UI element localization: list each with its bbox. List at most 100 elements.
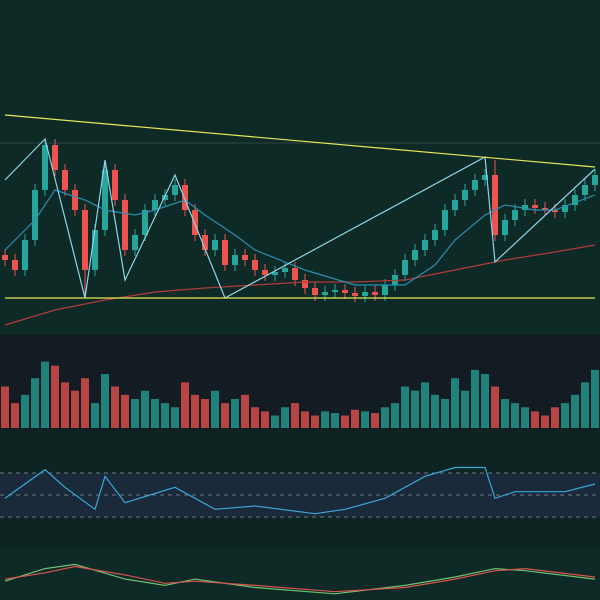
volume-bar xyxy=(381,407,389,428)
volume-bar xyxy=(501,398,509,428)
candle-body xyxy=(482,175,488,180)
volume-bar xyxy=(191,394,199,428)
candle-body xyxy=(102,170,108,230)
candle-body xyxy=(152,200,158,210)
candle-body xyxy=(82,210,88,270)
volume-bar xyxy=(591,369,599,428)
candle-body xyxy=(302,280,308,288)
volume-bar xyxy=(281,407,289,428)
candle-body xyxy=(72,190,78,210)
line xyxy=(4,114,596,168)
volume-bar xyxy=(241,394,249,428)
volume-bar xyxy=(411,390,419,428)
candle-body xyxy=(252,260,258,270)
volume-bar xyxy=(71,390,79,428)
candle-body xyxy=(542,208,548,210)
candle-body xyxy=(552,210,558,212)
candle-body xyxy=(332,290,338,292)
volume-bar xyxy=(491,386,499,428)
line xyxy=(4,565,596,593)
volume-bar xyxy=(471,369,479,428)
volume-bar xyxy=(571,394,579,428)
candle-body xyxy=(222,240,228,265)
volume-bar xyxy=(461,390,469,428)
candle-body xyxy=(262,270,268,275)
candle-body xyxy=(32,190,38,240)
line xyxy=(4,137,596,299)
volume-bar xyxy=(251,407,259,428)
volume-bar xyxy=(341,415,349,428)
volume-bar xyxy=(171,407,179,428)
candle-body xyxy=(422,240,428,250)
price-panel xyxy=(0,0,600,335)
candle-body xyxy=(42,145,48,190)
volume-bar xyxy=(551,407,559,428)
volume-bar xyxy=(431,394,439,428)
volume-bar xyxy=(1,386,9,428)
candle-body xyxy=(532,205,538,208)
volume-bar xyxy=(301,411,309,428)
volume-bar xyxy=(21,394,29,428)
volume-bar xyxy=(231,398,239,428)
candle-body xyxy=(312,288,318,295)
volume-bar xyxy=(111,386,119,428)
candle-body xyxy=(362,292,368,296)
candle-body xyxy=(142,210,148,235)
volume-bar xyxy=(91,403,99,428)
volume-bar xyxy=(41,361,49,428)
candle-body xyxy=(572,195,578,205)
volume-bar xyxy=(141,390,149,428)
volume-bar xyxy=(211,390,219,428)
volume-bar xyxy=(331,413,339,428)
volume-bar xyxy=(481,374,489,428)
volume-bar xyxy=(161,403,169,428)
candle-body xyxy=(232,255,238,265)
volume-bar xyxy=(401,386,409,428)
candle-body xyxy=(432,230,438,240)
candle-body xyxy=(502,220,508,235)
volume-bar xyxy=(441,398,449,428)
volume-bar xyxy=(421,382,429,428)
candle-body xyxy=(382,285,388,295)
volume-bar xyxy=(351,409,359,428)
candle-body xyxy=(282,268,288,272)
candle-body xyxy=(22,240,28,270)
candle-body xyxy=(292,268,298,280)
volume-panel xyxy=(0,335,600,430)
candle-body xyxy=(122,200,128,250)
candle-body xyxy=(62,170,68,190)
candle-body xyxy=(92,230,98,270)
volume-bar xyxy=(201,398,209,428)
candle-body xyxy=(202,235,208,250)
volume-bar xyxy=(321,411,329,428)
volume-bar xyxy=(51,365,59,428)
volume-bar xyxy=(531,411,539,428)
candle-body xyxy=(182,185,188,210)
volume-bar xyxy=(511,403,519,428)
volume-bar xyxy=(11,403,19,428)
candle-body xyxy=(402,260,408,275)
volume-bar xyxy=(31,378,39,428)
candle-body xyxy=(132,235,138,250)
candle-body xyxy=(562,205,568,212)
volume-bar xyxy=(561,403,569,428)
volume-bar xyxy=(541,415,549,428)
volume-bar xyxy=(451,378,459,428)
candle-body xyxy=(2,255,8,260)
line xyxy=(4,189,596,286)
line xyxy=(4,466,596,515)
volume-bar xyxy=(121,394,129,428)
candle-body xyxy=(192,210,198,235)
candle-body xyxy=(112,170,118,200)
volume-bar xyxy=(521,407,529,428)
candle-body xyxy=(322,292,328,295)
candle-body xyxy=(12,260,18,270)
candle-body xyxy=(522,205,528,210)
candle-body xyxy=(212,240,218,250)
volume-bar xyxy=(131,398,139,428)
candle-body xyxy=(512,210,518,220)
candle-body xyxy=(162,195,168,200)
volume-bar xyxy=(101,374,109,428)
candle-body xyxy=(582,185,588,195)
candle-body xyxy=(462,190,468,200)
